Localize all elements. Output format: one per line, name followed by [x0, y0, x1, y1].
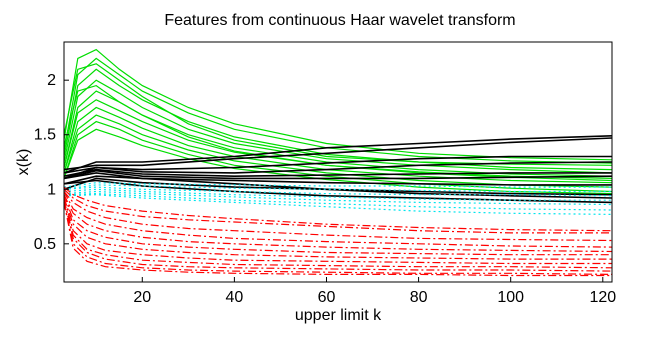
x-axis-label: upper limit k [295, 307, 382, 324]
x-tick-label: 60 [318, 289, 336, 306]
plot-lines [64, 50, 612, 276]
series-line-3-1 [64, 192, 612, 241]
chart-title: Features from continuous Haar wavelet tr… [164, 12, 515, 29]
x-tick-label: 20 [133, 289, 151, 306]
x-tick-label: 80 [410, 289, 428, 306]
x-tick-label: 40 [225, 289, 243, 306]
y-tick-label: 2 [47, 72, 56, 89]
y-tick-label: 0.5 [34, 236, 56, 253]
y-tick-label: 1 [47, 181, 56, 198]
series-line-0-10 [64, 64, 612, 166]
series-line-0-2 [64, 69, 612, 169]
series-line-0-11 [64, 86, 612, 181]
series-line-3-7 [64, 200, 612, 268]
y-tick-label: 1.5 [34, 127, 56, 144]
series-line-0-3 [64, 80, 612, 173]
y-axis-label: x(k) [15, 149, 32, 176]
series-line-3-5 [64, 198, 612, 259]
x-tick-label: 120 [589, 289, 616, 306]
x-axis: 20 40 60 80 100 120 [133, 277, 616, 306]
x-tick-label: 100 [497, 289, 524, 306]
series-line-0-0 [64, 50, 612, 160]
